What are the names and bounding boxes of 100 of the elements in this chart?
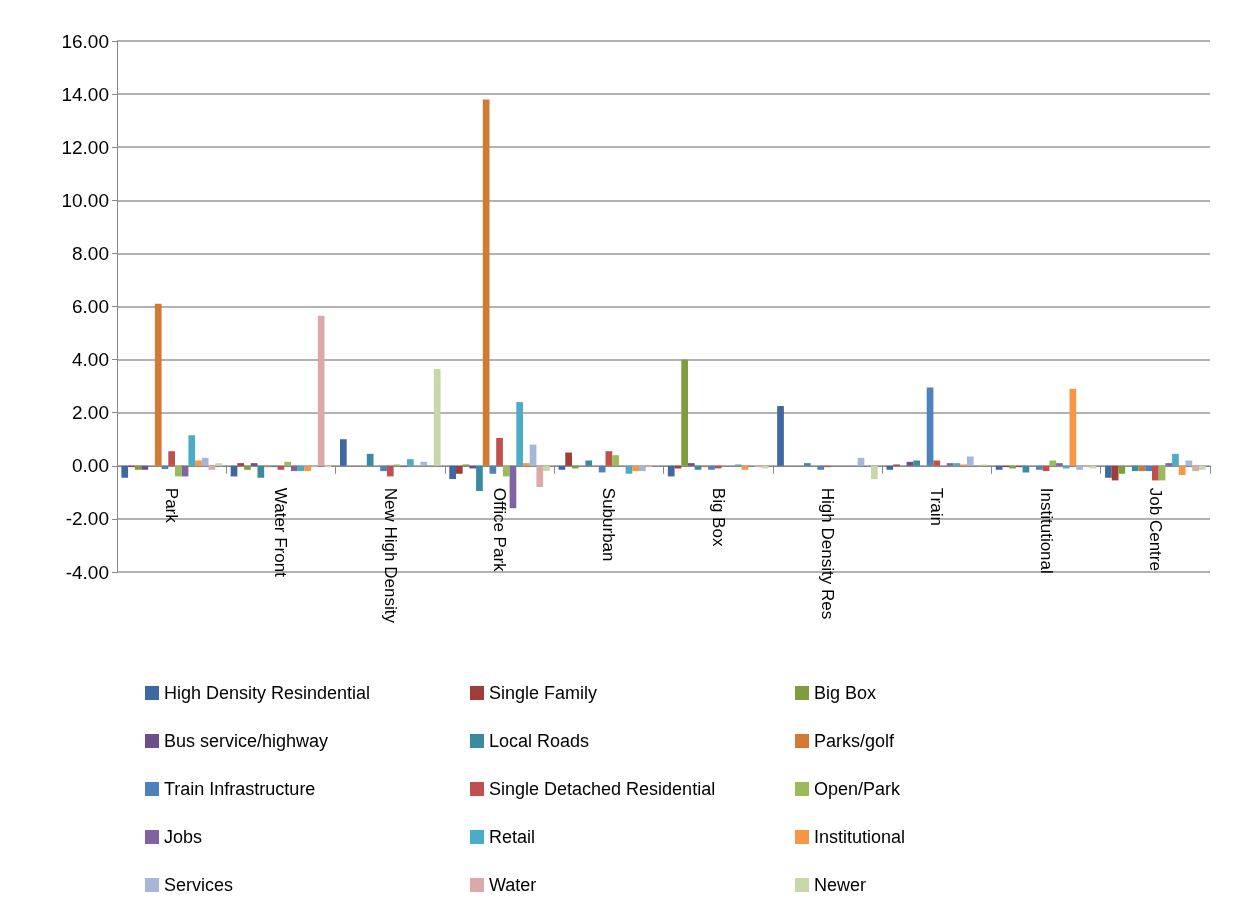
bar	[565, 452, 572, 466]
y-tick-label: 16.00	[61, 30, 109, 52]
bar	[1198, 465, 1206, 470]
legend-label: Water	[489, 875, 537, 895]
y-tick-label: 12.00	[61, 136, 109, 158]
legend-label: Open/Park	[814, 779, 902, 799]
bar	[1056, 463, 1063, 466]
legend-label: Jobs	[164, 827, 203, 847]
bar	[639, 465, 646, 472]
legend-label: High Density Resindential	[164, 683, 371, 703]
bar	[523, 463, 530, 466]
bar	[188, 435, 196, 466]
bar	[175, 465, 182, 477]
y-tick-label: 14.00	[61, 83, 109, 105]
legend-label: Big Box	[814, 683, 877, 703]
bar	[777, 406, 784, 466]
bar	[516, 402, 524, 466]
bar	[380, 465, 387, 472]
legend-label: Single Family	[489, 683, 598, 703]
bar	[913, 460, 920, 466]
bar	[667, 465, 675, 477]
x-tick-label: High Density Res	[817, 487, 837, 620]
bar	[1035, 465, 1043, 470]
bar	[366, 453, 374, 466]
y-tick-label: 8.00	[72, 242, 109, 264]
bar	[386, 465, 394, 477]
legend-label: Institutional	[814, 827, 906, 847]
bar	[1178, 465, 1186, 476]
bar	[543, 465, 550, 472]
bar	[1076, 465, 1083, 470]
legend-label: Parks/golf	[814, 731, 896, 751]
bar	[605, 451, 613, 466]
bar	[1152, 465, 1159, 481]
x-tick-label: Park	[162, 487, 182, 524]
bar	[168, 451, 175, 466]
bar	[250, 463, 258, 466]
bar	[871, 465, 878, 480]
x-tick-label: Big Box	[708, 487, 728, 547]
bar	[1049, 460, 1057, 466]
bar	[933, 460, 941, 466]
y-tick-label: 6.00	[72, 296, 109, 317]
bar	[536, 465, 544, 488]
bar	[195, 460, 202, 466]
bar	[339, 439, 347, 466]
bar	[201, 457, 209, 466]
bar	[1172, 453, 1179, 466]
bar	[476, 465, 483, 492]
bar	[632, 465, 640, 472]
bar	[502, 465, 510, 477]
x-tick-label: New High Density	[380, 487, 400, 624]
bar	[1118, 465, 1126, 474]
bar	[886, 465, 894, 470]
bar	[612, 455, 619, 466]
bar	[284, 461, 292, 466]
x-tick-label: Train	[927, 487, 947, 526]
bar	[946, 463, 954, 466]
bar	[926, 387, 934, 466]
legend-label: Train Infrastructure	[164, 779, 316, 799]
bar	[625, 465, 633, 474]
bar	[1192, 465, 1199, 472]
bar	[215, 463, 222, 466]
x-tick-label: Water Front	[271, 487, 291, 578]
legend-label: Newer	[814, 875, 867, 895]
bar	[1069, 388, 1077, 466]
legend-label: Services	[164, 875, 234, 895]
bar	[817, 465, 825, 470]
bar	[244, 465, 251, 470]
bar	[420, 461, 428, 466]
bar	[304, 465, 312, 472]
x-tick-label: Suburban	[599, 487, 619, 562]
bar	[708, 465, 715, 470]
bar	[1165, 463, 1173, 466]
bar	[1185, 460, 1193, 466]
y-tick-label: 0.00	[72, 455, 109, 477]
bar	[681, 359, 688, 466]
y-tick-label: 10.00	[61, 189, 109, 211]
bar	[317, 315, 325, 466]
bar	[803, 463, 811, 466]
bar	[585, 460, 593, 466]
bar	[291, 465, 298, 472]
bar	[687, 463, 695, 466]
y-tick-label: -4.00	[65, 561, 109, 583]
bar	[407, 459, 414, 466]
x-tick-label: Office Park	[490, 487, 510, 573]
y-tick-label: -2.00	[65, 508, 109, 530]
bar	[1131, 465, 1139, 472]
bar	[482, 99, 490, 466]
bar	[433, 368, 441, 466]
bar	[1105, 465, 1112, 478]
bar	[966, 456, 974, 466]
y-tick-label: 4.00	[72, 349, 109, 371]
legend-label: Bus service/highway	[164, 731, 329, 751]
bar	[257, 465, 265, 478]
bar	[154, 303, 162, 466]
bar	[489, 465, 497, 474]
bar	[141, 465, 149, 470]
legend-label: Single Detached Residential	[489, 779, 716, 799]
bar	[121, 465, 129, 478]
bar	[496, 437, 503, 466]
bar	[1145, 465, 1152, 472]
